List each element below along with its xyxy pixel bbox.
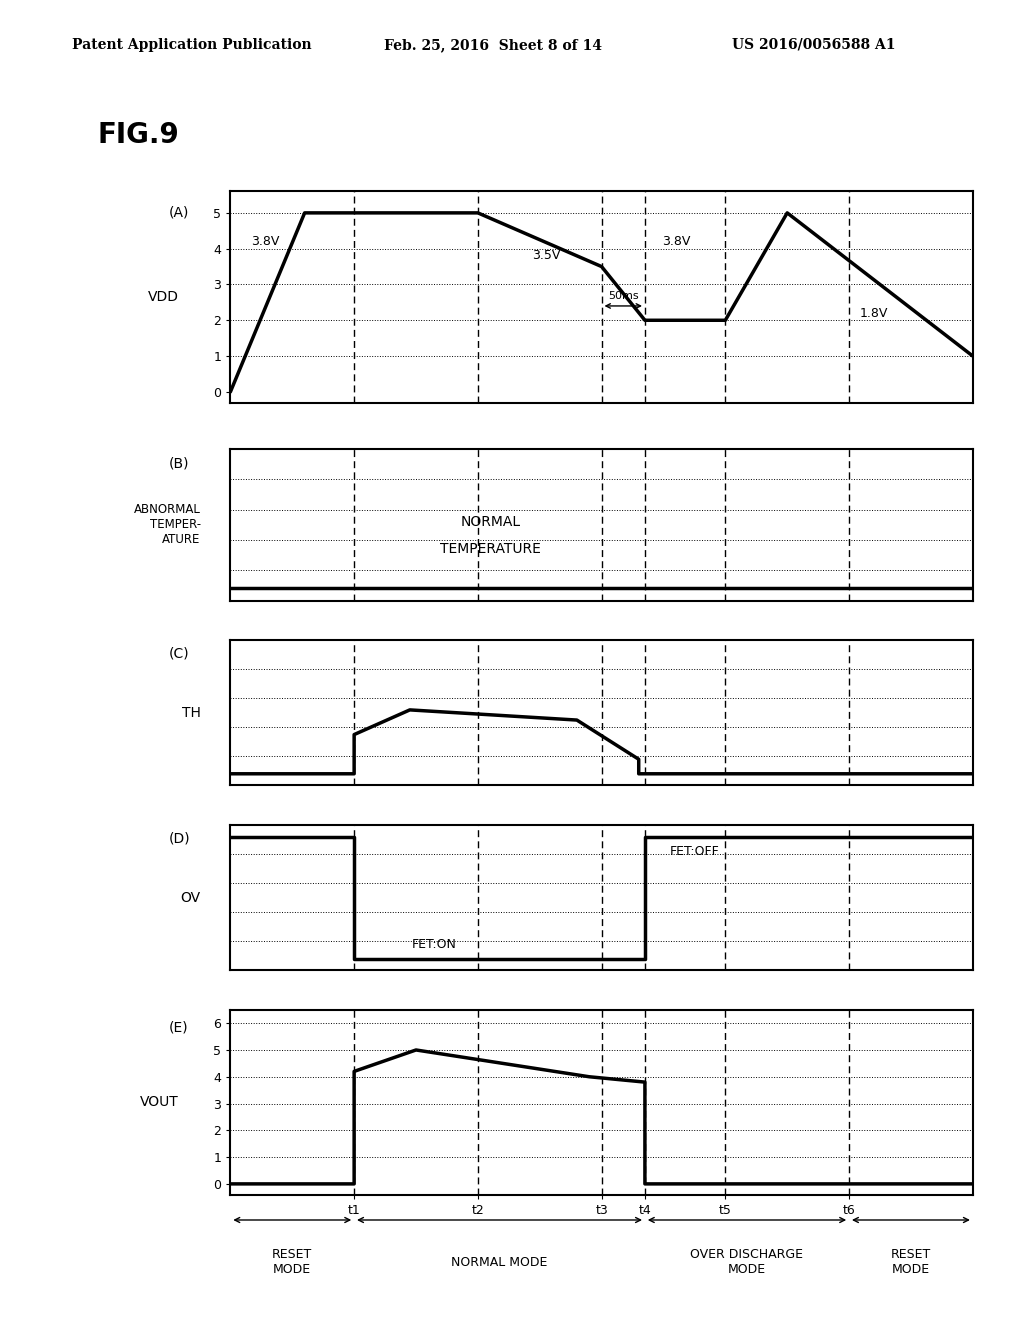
Text: 3.8V: 3.8V — [662, 235, 690, 248]
Text: FIG.9: FIG.9 — [97, 120, 179, 149]
Text: OVER DISCHARGE
MODE: OVER DISCHARGE MODE — [690, 1249, 804, 1276]
Text: RESET
MODE: RESET MODE — [891, 1249, 931, 1276]
Text: 3.5V: 3.5V — [531, 249, 560, 263]
Y-axis label: TH: TH — [182, 706, 201, 719]
Text: RESET
MODE: RESET MODE — [272, 1249, 312, 1276]
Text: (B): (B) — [169, 455, 189, 470]
Text: 3.8V: 3.8V — [251, 235, 280, 248]
Text: Patent Application Publication: Patent Application Publication — [72, 38, 311, 51]
Text: FET:OFF: FET:OFF — [670, 845, 719, 858]
Text: 50ms: 50ms — [608, 290, 639, 301]
Text: NORMAL MODE: NORMAL MODE — [452, 1255, 548, 1269]
Text: FET:ON: FET:ON — [412, 937, 457, 950]
Text: (D): (D) — [169, 832, 190, 845]
Y-axis label: VOUT: VOUT — [139, 1096, 178, 1109]
Text: TEMPERATURE: TEMPERATURE — [439, 543, 541, 556]
Text: (E): (E) — [169, 1020, 188, 1035]
Text: US 2016/0056588 A1: US 2016/0056588 A1 — [732, 38, 896, 51]
Text: (A): (A) — [169, 206, 189, 219]
Text: (C): (C) — [169, 647, 189, 660]
Y-axis label: ABNORMAL
TEMPER-
ATURE: ABNORMAL TEMPER- ATURE — [134, 503, 201, 546]
Text: Feb. 25, 2016  Sheet 8 of 14: Feb. 25, 2016 Sheet 8 of 14 — [384, 38, 602, 51]
Y-axis label: OV: OV — [180, 891, 201, 904]
Text: NORMAL: NORMAL — [460, 515, 520, 529]
Y-axis label: VDD: VDD — [147, 290, 178, 304]
Text: 1.8V: 1.8V — [859, 306, 888, 319]
